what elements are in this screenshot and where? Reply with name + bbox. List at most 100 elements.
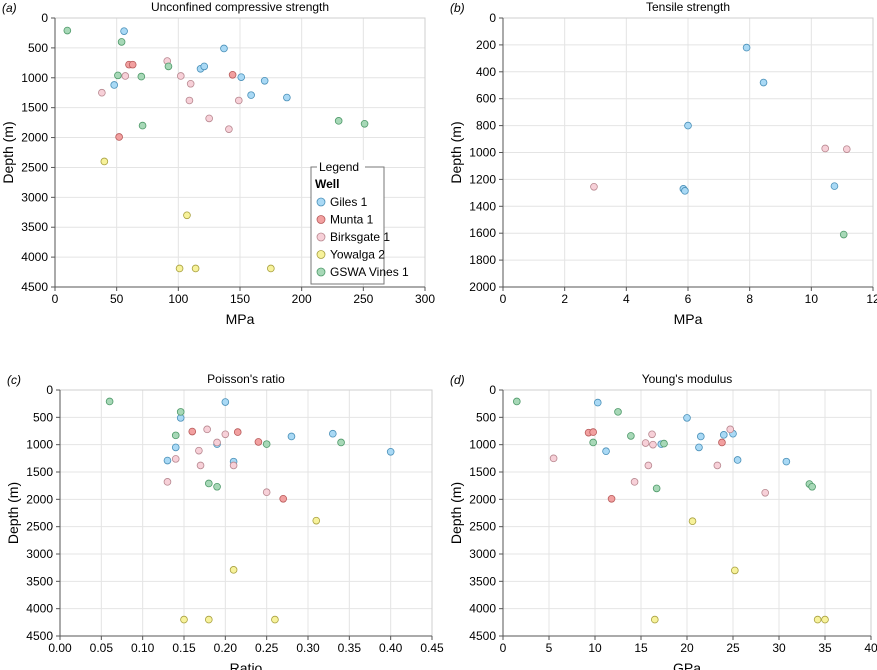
point-yowalga-2 — [813, 615, 822, 624]
point-gswa-vines-1 — [839, 230, 848, 239]
y-tick-label: 1000 — [469, 146, 496, 160]
point-giles-1 — [681, 187, 689, 195]
panel-label: (b) — [450, 1, 465, 15]
point-birksgate-1 — [98, 88, 106, 97]
point-birksgate-1 — [221, 430, 230, 439]
y-tick-label: 1200 — [469, 172, 496, 186]
point-gswa-vines-1 — [660, 439, 668, 448]
plot-frame — [59, 389, 433, 637]
legend: Legend Well Giles 1 Munta 1 Birksgate 1 Yowal… — [310, 160, 409, 285]
x-tick-label: 20 — [680, 641, 694, 655]
point-gswa-vines-1 — [652, 484, 661, 493]
point-giles-1 — [830, 182, 839, 190]
point-yowalga-2 — [229, 566, 238, 574]
point-giles-1 — [171, 443, 180, 452]
point-giles-1 — [110, 81, 118, 89]
point-birksgate-1 — [761, 488, 769, 497]
panel-label: (a) — [2, 1, 17, 15]
legend-item-label: Munta 1 — [330, 213, 374, 227]
point-yowalga-2 — [205, 615, 213, 624]
point-yowalga-2 — [650, 615, 659, 624]
y-tick-label: 1500 — [26, 465, 53, 479]
point-giles-1 — [602, 447, 610, 456]
y-tick-label: 2500 — [26, 520, 53, 534]
chart-panel-4: 0 5 10 15 20 25 30 35 40 0 500 1000 1500 2000 2500 3000… — [448, 372, 877, 670]
point-gswa-vines-1 — [205, 479, 213, 488]
point-giles-1 — [247, 91, 255, 99]
point-birksgate-1 — [171, 455, 180, 463]
point-gswa-vines-1 — [171, 431, 180, 440]
point-birksgate-1 — [630, 478, 639, 486]
point-gswa-vines-1 — [627, 432, 635, 440]
point-giles-1 — [733, 456, 742, 464]
y-axis-title: Depth (m) — [448, 482, 464, 544]
point-gswa-vines-1 — [808, 482, 816, 491]
point-yowalga-2 — [175, 264, 184, 273]
point-birksgate-1 — [648, 430, 656, 439]
point-giles-1 — [684, 121, 692, 130]
point-yowalga-2 — [183, 211, 191, 220]
point-giles-1 — [283, 93, 291, 102]
point-munta-1 — [188, 427, 197, 436]
point-birksgate-1 — [726, 425, 735, 434]
point-munta-1 — [128, 60, 137, 69]
point-birksgate-1 — [177, 72, 185, 80]
point-gswa-vines-1 — [164, 62, 173, 71]
x-tick-label: 25 — [726, 641, 740, 655]
point-gswa-vines-1 — [117, 38, 126, 46]
point-gswa-vines-1 — [360, 120, 369, 128]
y-tick-label: 1400 — [469, 199, 496, 213]
y-tick-label: 3000 — [21, 190, 48, 204]
y-tick-label: 3000 — [469, 547, 496, 561]
point-giles-1 — [696, 432, 705, 441]
x-tick-label: 2 — [561, 292, 568, 306]
point-birksgate-1 — [649, 440, 657, 449]
chart-panel-2: 0 2 4 6 8 10 12 0 200 400 600 800 1000 1200 1400 1600 18… — [448, 0, 877, 327]
y-tick-label: 500 — [28, 41, 48, 55]
y-tick-label: 200 — [476, 38, 496, 52]
y-tick-label: 4000 — [21, 250, 48, 264]
y-tick-label: 2500 — [21, 160, 48, 174]
point-birksgate-1 — [163, 478, 172, 486]
legend-marker — [316, 197, 326, 207]
point-yowalga-2 — [731, 566, 739, 575]
y-tick-label: 0 — [41, 11, 48, 25]
point-giles-1 — [719, 431, 728, 439]
y-tick-label: 1500 — [469, 465, 496, 479]
x-tick-label: 35 — [818, 641, 832, 655]
point-munta-1 — [718, 438, 726, 447]
y-tick-label: 4500 — [26, 629, 53, 643]
x-tick-label: 300 — [415, 292, 435, 306]
y-axis-title: Depth (m) — [448, 121, 464, 183]
y-tick-label: 4000 — [469, 602, 496, 616]
point-birksgate-1 — [229, 461, 238, 470]
y-tick-label: 4000 — [26, 602, 53, 616]
x-tick-label: 12 — [866, 292, 877, 306]
point-munta-1 — [607, 494, 616, 503]
y-tick-label: 0 — [489, 383, 496, 397]
chart-title: Unconfined compressive strength — [151, 0, 329, 14]
chart-title: Tensile strength — [646, 0, 730, 14]
legend-marker — [316, 232, 326, 242]
point-gswa-vines-1 — [176, 408, 185, 416]
y-tick-label: 3500 — [21, 220, 48, 234]
point-gswa-vines-1 — [589, 438, 597, 447]
point-birksgate-1 — [225, 125, 233, 133]
point-giles-1 — [782, 457, 791, 466]
point-birksgate-1 — [713, 461, 722, 470]
point-giles-1 — [260, 76, 269, 85]
y-tick-label: 1800 — [469, 253, 496, 267]
point-yowalga-2 — [191, 264, 200, 273]
panel-label: (d) — [450, 373, 465, 387]
y-tick-label: 500 — [476, 410, 496, 424]
point-giles-1 — [221, 398, 230, 406]
point-birksgate-1 — [234, 96, 243, 105]
x-tick-label: 100 — [168, 292, 188, 306]
point-munta-1 — [589, 428, 597, 436]
legend-marker — [316, 215, 326, 224]
point-munta-1 — [254, 438, 263, 446]
y-tick-label: 2500 — [469, 520, 496, 534]
legend-marker — [316, 250, 326, 259]
y-tick-label: 1500 — [21, 101, 48, 115]
